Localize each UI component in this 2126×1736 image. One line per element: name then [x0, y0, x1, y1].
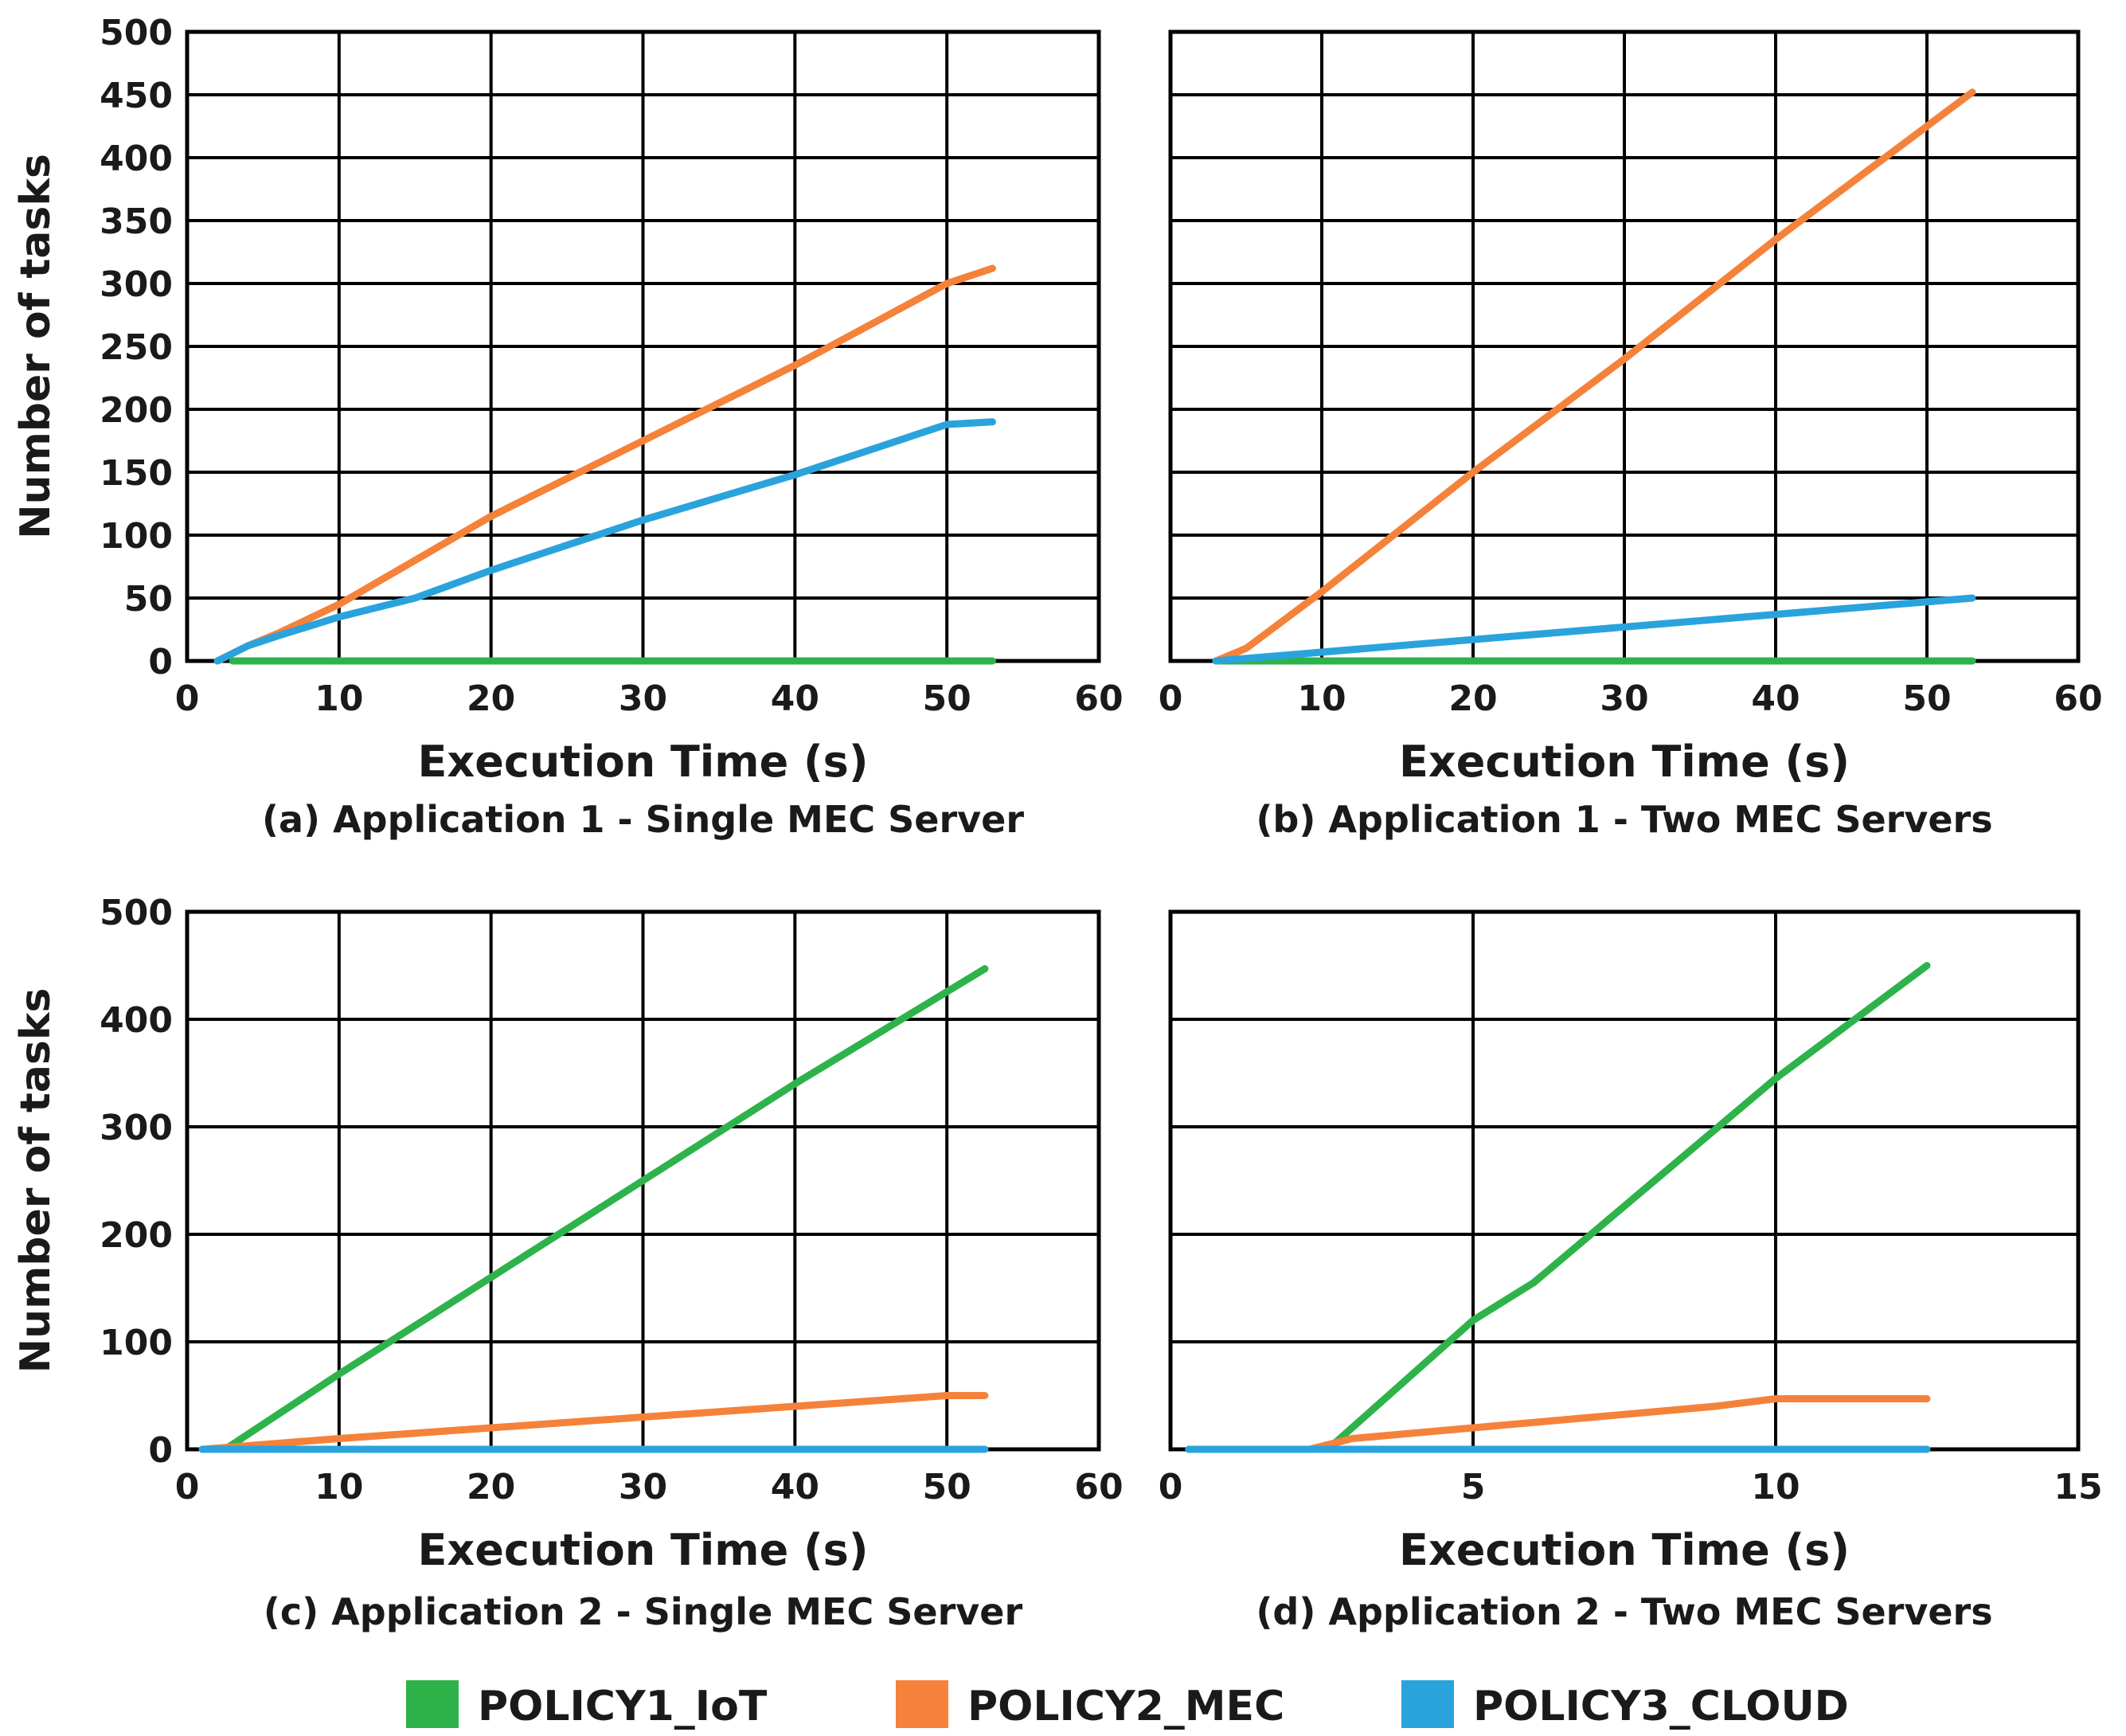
chart-panel-a: 0 50 100 150 200 250 300 350 400 450 500 0 10 20 30 40 5… [12, 13, 1124, 841]
x-tick-label: 60 [1074, 678, 1123, 719]
legend: POLICY1_IoT POLICY2_MEC POLICY3_CLOUD [406, 1680, 1849, 1730]
legend-label-policy2: POLICY2_MEC [967, 1683, 1284, 1730]
series-line-policy2 [1212, 88, 1976, 665]
x-tick-label: 0 [175, 1467, 200, 1507]
x-tick-label: 0 [175, 678, 200, 719]
y-tick-label: 450 [100, 76, 173, 116]
x-axis-label: Execution Time (s) [418, 1525, 869, 1575]
x-tick-label: 40 [771, 678, 819, 719]
x-tick-label: 20 [467, 1467, 515, 1507]
chart-caption: (c) Application 2 - Single MEC Server [264, 1590, 1023, 1633]
x-tick-label: 10 [315, 1467, 363, 1507]
x-tick-label: 20 [467, 678, 515, 719]
y-tick-label: 250 [100, 327, 173, 368]
series-line-policy3 [1212, 594, 1976, 665]
x-tick-label: 60 [1074, 1467, 1123, 1507]
chart-panel-d: 0 5 10 15 Execution Time (s) (d) Application … [1159, 909, 2103, 1633]
series-line-policy2 [198, 1392, 989, 1453]
x-tick-label: 0 [1159, 678, 1183, 719]
legend-label-policy1: POLICY1_IoT [478, 1683, 768, 1730]
chart-caption: (a) Application 1 - Single MEC Server [262, 798, 1024, 841]
y-tick-label: 300 [100, 1108, 173, 1148]
y-tick-label: 400 [100, 1000, 173, 1041]
x-axis-label: Execution Time (s) [1399, 737, 1850, 787]
y-tick-label: 100 [100, 516, 173, 557]
chart-panel-c: 0 100 200 300 400 500 0 10 20 30 40 50 60 Execution T… [12, 893, 1124, 1633]
series-line-policy3 [213, 418, 996, 665]
y-tick-label: 0 [148, 1430, 173, 1471]
x-tick-label: 20 [1448, 678, 1497, 719]
y-tick-label: 150 [100, 453, 173, 494]
x-tick-label: 10 [315, 678, 363, 719]
y-tick-label: 400 [100, 139, 173, 179]
x-tick-label: 15 [2054, 1467, 2102, 1507]
x-tick-label: 50 [923, 678, 971, 719]
series-line-policy1 [221, 965, 989, 1453]
chart-caption: (b) Application 1 - Two MEC Servers [1256, 798, 1992, 841]
x-tick-label: 50 [923, 1467, 971, 1507]
legend-swatch-policy3 [1401, 1680, 1454, 1728]
x-tick-label: 5 [1461, 1467, 1486, 1507]
x-tick-label: 30 [619, 1467, 667, 1507]
x-tick-label: 10 [1751, 1467, 1800, 1507]
y-tick-label: 100 [100, 1323, 173, 1363]
y-tick-label: 50 [124, 579, 173, 620]
x-tick-label: 50 [1902, 678, 1951, 719]
y-tick-label: 500 [100, 13, 173, 53]
y-axis-label: Number of tasks [12, 154, 60, 539]
y-tick-label: 300 [100, 264, 173, 305]
y-tick-label: 200 [100, 390, 173, 431]
y-tick-label: 0 [148, 642, 173, 682]
legend-label-policy3: POLICY3_CLOUD [1473, 1683, 1849, 1730]
y-tick-label: 350 [100, 201, 173, 242]
x-tick-label: 0 [1159, 1467, 1183, 1507]
legend-swatch-policy1 [406, 1680, 459, 1728]
x-tick-label: 10 [1297, 678, 1346, 719]
series-line-policy1 [1324, 962, 1931, 1453]
y-tick-label: 200 [100, 1215, 173, 1256]
chart-caption: (d) Application 2 - Two MEC Servers [1256, 1590, 1992, 1633]
x-tick-label: 40 [1751, 678, 1800, 719]
y-axis-label: Number of tasks [12, 988, 60, 1374]
x-axis-label: Execution Time (s) [418, 737, 869, 787]
x-tick-label: 30 [619, 678, 667, 719]
x-tick-label: 60 [2054, 678, 2102, 719]
legend-swatch-policy2 [896, 1680, 948, 1728]
plot-area [1170, 912, 2078, 1449]
x-axis-label: Execution Time (s) [1399, 1525, 1850, 1575]
x-tick-label: 40 [771, 1467, 819, 1507]
y-tick-label: 500 [100, 893, 173, 933]
x-tick-label: 30 [1600, 678, 1648, 719]
chart-panel-b: 0 10 20 30 40 50 60 Execution Time (s) (b) Appli… [1159, 29, 2103, 841]
